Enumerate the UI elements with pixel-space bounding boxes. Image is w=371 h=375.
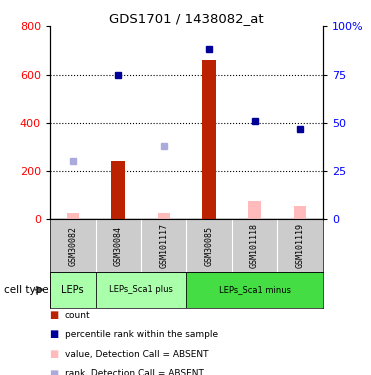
Bar: [67, 213, 79, 219]
Text: GSM30082: GSM30082: [68, 226, 77, 266]
Text: rank, Detection Call = ABSENT: rank, Detection Call = ABSENT: [65, 369, 204, 375]
Text: ■: ■: [49, 369, 58, 375]
Bar: [158, 213, 170, 219]
Text: ■: ■: [49, 310, 58, 320]
Title: GDS1701 / 1438082_at: GDS1701 / 1438082_at: [109, 12, 264, 25]
Text: GSM30085: GSM30085: [205, 226, 214, 266]
Text: GSM101119: GSM101119: [296, 223, 305, 268]
Text: GSM101118: GSM101118: [250, 223, 259, 268]
Text: LEPs_Sca1 plus: LEPs_Sca1 plus: [109, 285, 173, 294]
Bar: [96, 272, 187, 308]
Bar: [294, 206, 306, 219]
Bar: [50, 272, 96, 308]
Text: cell type: cell type: [4, 285, 48, 295]
Text: GSM101117: GSM101117: [159, 223, 168, 268]
Bar: [202, 60, 216, 219]
Bar: [249, 201, 261, 219]
Text: count: count: [65, 310, 91, 320]
Text: LEPs_Sca1 minus: LEPs_Sca1 minus: [219, 285, 290, 294]
Bar: [187, 272, 323, 308]
Text: GSM30084: GSM30084: [114, 226, 123, 266]
Text: ■: ■: [49, 349, 58, 359]
Text: LEPs: LEPs: [62, 285, 84, 295]
Text: percentile rank within the sample: percentile rank within the sample: [65, 330, 218, 339]
Text: ■: ■: [49, 330, 58, 339]
Bar: [111, 161, 125, 219]
Text: value, Detection Call = ABSENT: value, Detection Call = ABSENT: [65, 350, 209, 358]
